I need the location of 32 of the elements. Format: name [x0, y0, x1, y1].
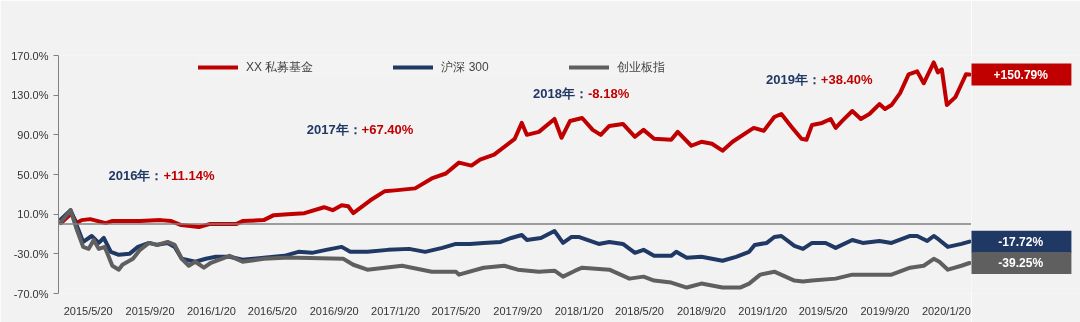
x-tick-label: 2018/1/20	[554, 304, 604, 317]
x-tick-label: 2019/9/20	[860, 304, 910, 317]
annotation: +150.79%	[993, 67, 1049, 82]
x-tick-label: 2020/1/20	[921, 304, 971, 317]
x-tick-label: 2015/5/20	[63, 304, 113, 317]
x-tick-label: 2016/5/20	[247, 304, 297, 317]
x-tick-label: 2017/1/20	[371, 304, 420, 317]
legend-label: XX 私募基金	[246, 58, 314, 76]
legend-label: 沪深 300	[441, 58, 489, 76]
legend-label: 创业板指	[616, 58, 665, 76]
x-tick-label: 2019/1/20	[738, 304, 788, 317]
y-tick-label: 50.0%	[17, 168, 49, 181]
y-tick-label: -70.0%	[13, 287, 49, 300]
x-tick-label: 2018/9/20	[676, 304, 726, 317]
annotation: 2017年：+67.40%	[306, 121, 414, 137]
annotation: 2019年：+38.40%	[765, 71, 873, 87]
annotation: 2018年：-8.18%	[533, 86, 630, 102]
x-tick-label: 2016/1/20	[186, 304, 236, 317]
y-tick-label: 10.0%	[17, 208, 49, 221]
y-tick-label: 130.0%	[11, 89, 49, 102]
y-tick-label: 90.0%	[17, 128, 49, 141]
y-tick-label: -30.0%	[13, 247, 49, 260]
x-tick-label: 2019/5/20	[798, 304, 848, 317]
x-tick-label: 2018/5/20	[615, 304, 664, 317]
x-tick-label: 2017/5/20	[431, 304, 481, 317]
annotation: -17.72%	[998, 234, 1044, 249]
annotation: -39.25%	[998, 256, 1044, 271]
x-tick-label: 2017/9/20	[493, 304, 543, 317]
annotation: 2016年：+11.14%	[108, 167, 215, 183]
x-tick-label: 2015/9/20	[125, 304, 175, 317]
x-tick-label: 2016/9/20	[309, 304, 359, 317]
y-tick-label: 170.0%	[11, 49, 49, 62]
